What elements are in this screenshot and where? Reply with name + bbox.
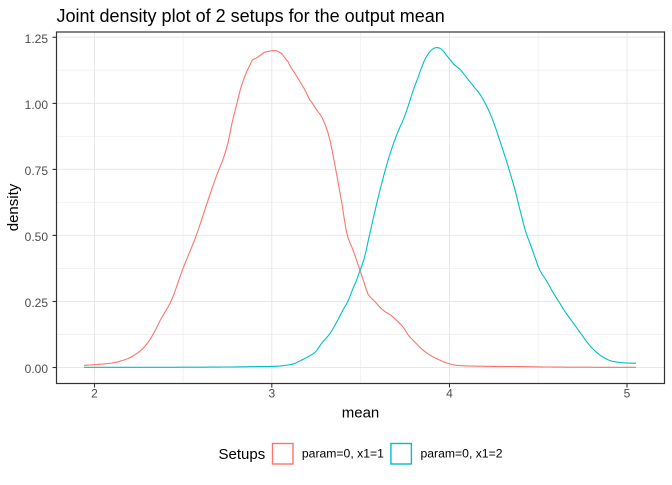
svg-text:param=0, x1=1: param=0, x1=1 bbox=[302, 447, 384, 461]
svg-text:0.75: 0.75 bbox=[25, 164, 49, 178]
svg-text:0.00: 0.00 bbox=[25, 362, 49, 376]
svg-text:4: 4 bbox=[446, 387, 453, 401]
svg-text:0.50: 0.50 bbox=[25, 230, 49, 244]
svg-text:1.00: 1.00 bbox=[25, 98, 49, 112]
svg-text:param=0, x1=2: param=0, x1=2 bbox=[421, 447, 503, 461]
svg-text:1.25: 1.25 bbox=[25, 32, 49, 46]
svg-text:2: 2 bbox=[91, 387, 98, 401]
svg-text:3: 3 bbox=[268, 387, 275, 401]
svg-text:5: 5 bbox=[624, 387, 631, 401]
svg-text:density: density bbox=[5, 183, 22, 231]
svg-text:mean: mean bbox=[342, 405, 380, 422]
svg-text:Joint density plot of 2 setups: Joint density plot of 2 setups for the o… bbox=[57, 6, 445, 26]
svg-text:0.25: 0.25 bbox=[25, 296, 49, 310]
svg-text:Setups: Setups bbox=[219, 446, 266, 463]
